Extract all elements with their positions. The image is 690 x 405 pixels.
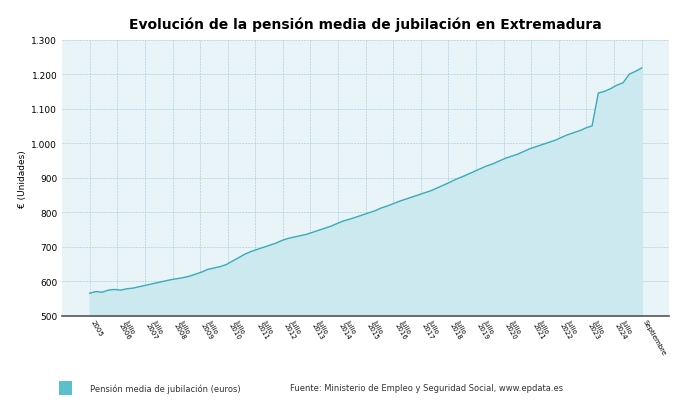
Y-axis label: € (Unidades): € (Unidades) [18,149,27,207]
Title: Evolución de la pensión media de jubilación en Extremadura: Evolución de la pensión media de jubilac… [129,18,602,32]
Text: Pensión media de jubilación (euros): Pensión media de jubilación (euros) [90,383,240,393]
Text: Fuente: Ministerio de Empleo y Seguridad Social, www.epdata.es: Fuente: Ministerio de Empleo y Seguridad… [290,384,563,392]
